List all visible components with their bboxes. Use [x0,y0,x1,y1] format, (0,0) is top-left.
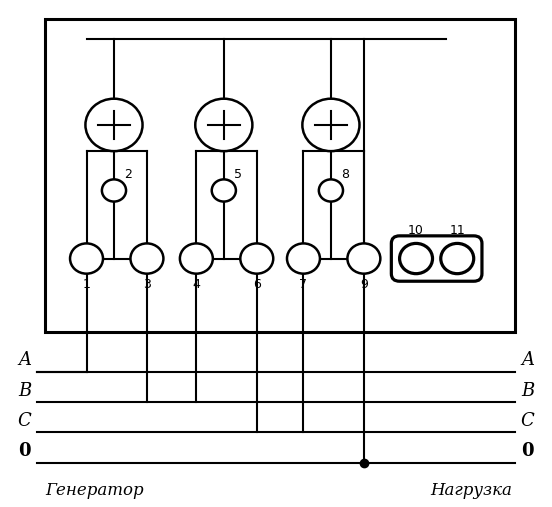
Circle shape [180,243,213,274]
Text: Нагрузка: Нагрузка [431,482,512,499]
Circle shape [319,179,343,202]
Circle shape [287,243,320,274]
Text: 1: 1 [83,278,91,291]
Circle shape [302,99,359,151]
Circle shape [212,179,236,202]
Text: 0: 0 [521,442,534,460]
Circle shape [130,243,163,274]
Text: 8: 8 [341,168,349,182]
Circle shape [195,99,252,151]
Text: 0: 0 [18,442,31,460]
Text: C: C [18,412,31,430]
Text: A: A [521,351,534,370]
Text: 7: 7 [300,278,307,291]
Text: Генератор: Генератор [45,482,144,499]
Text: C: C [521,412,534,430]
Circle shape [347,243,380,274]
Text: 2: 2 [124,168,132,182]
Text: B: B [18,382,31,400]
Circle shape [240,243,273,274]
Text: 3: 3 [143,278,151,291]
Circle shape [440,243,474,274]
Text: 4: 4 [193,278,200,291]
Text: 6: 6 [253,278,261,291]
Text: 11: 11 [449,225,465,237]
Text: 10: 10 [408,225,424,237]
Text: 5: 5 [233,168,242,182]
Circle shape [70,243,103,274]
FancyBboxPatch shape [391,236,482,281]
Text: 9: 9 [360,278,368,291]
Bar [45,19,515,332]
Circle shape [86,99,142,151]
Text: A: A [18,351,31,370]
Circle shape [102,179,126,202]
Circle shape [400,243,433,274]
Text: B: B [521,382,534,400]
